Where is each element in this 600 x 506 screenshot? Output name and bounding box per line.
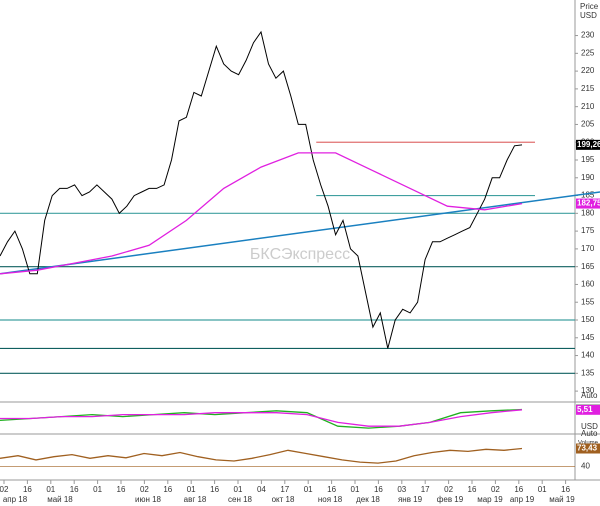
- x-tick-label: 01: [46, 485, 55, 494]
- x-tick-label: 16: [163, 485, 172, 494]
- x-tick-label: 02: [0, 485, 9, 494]
- y-tick-label: 140: [581, 351, 595, 360]
- y-tick-label: 190: [581, 173, 595, 182]
- x-tick-label: 16: [210, 485, 219, 494]
- y-tick-label: 220: [581, 66, 595, 75]
- y-tick-label: 175: [581, 226, 595, 235]
- month-label: апр 18: [3, 495, 28, 504]
- x-tick-label: 02: [444, 485, 453, 494]
- y-tick-label: 145: [581, 333, 595, 342]
- month-label: июн 18: [135, 495, 162, 504]
- x-tick-label: 02: [491, 485, 500, 494]
- month-label: май 19: [549, 495, 575, 504]
- x-tick-label: 16: [468, 485, 477, 494]
- month-label: фев 19: [437, 495, 464, 504]
- month-label: ноя 18: [318, 495, 343, 504]
- value-label-box: [576, 404, 600, 415]
- y-tick-label: 40: [581, 461, 590, 470]
- y-tick-label: 210: [581, 102, 595, 111]
- x-tick-label: 16: [23, 485, 32, 494]
- value-label: 199,26: [577, 140, 600, 149]
- month-label: апр 19: [510, 495, 535, 504]
- y-tick-label: 150: [581, 315, 595, 324]
- y-tick-label: 170: [581, 244, 595, 253]
- price-line: [0, 30, 523, 349]
- y-tick-label: 185: [581, 191, 595, 200]
- x-tick-label: 01: [234, 485, 243, 494]
- y-tick-label: 180: [581, 208, 595, 217]
- y-tick-label: 215: [581, 84, 595, 93]
- x-tick-label: 17: [421, 485, 430, 494]
- scale-mode: Auto: [581, 429, 598, 438]
- watermark: БКСЭкспресс: [250, 246, 350, 263]
- x-tick-label: 04: [257, 485, 266, 494]
- month-label: авг 18: [184, 495, 207, 504]
- axis-label: USD: [581, 422, 598, 431]
- value-label: 5,51: [577, 405, 593, 414]
- y-tick-label: 160: [581, 280, 595, 289]
- x-tick-label: 16: [117, 485, 126, 494]
- y-tick-label: 135: [581, 368, 595, 377]
- y-tick-label: 230: [581, 31, 595, 40]
- x-tick-label: 01: [93, 485, 102, 494]
- x-tick-label: 01: [187, 485, 196, 494]
- y-tick-label: 225: [581, 48, 595, 57]
- value-label-box: [576, 139, 600, 150]
- y-tick-label: 165: [581, 262, 595, 271]
- indicator-line: [0, 409, 523, 427]
- axis-label: USD: [580, 11, 597, 20]
- month-label: сен 18: [228, 495, 253, 504]
- month-label: мар 19: [477, 495, 503, 504]
- y-tick-label: 195: [581, 155, 595, 164]
- x-tick-label: 16: [70, 485, 79, 494]
- scale-mode: Auto: [581, 391, 598, 400]
- x-tick-label: 01: [304, 485, 313, 494]
- value-label-box: [576, 443, 600, 454]
- x-tick-label: 16: [374, 485, 383, 494]
- x-tick-label: 16: [327, 485, 336, 494]
- x-tick-label: 03: [397, 485, 406, 494]
- ma-line: [0, 152, 523, 275]
- x-tick-label: 01: [351, 485, 360, 494]
- x-tick-label: 01: [538, 485, 547, 494]
- x-tick-label: 02: [140, 485, 149, 494]
- month-label: окт 18: [272, 495, 295, 504]
- month-label: янв 19: [398, 495, 423, 504]
- x-tick-label: 16: [514, 485, 523, 494]
- month-label: май 18: [47, 495, 73, 504]
- indicator-line: [0, 447, 523, 464]
- x-tick-label: 16: [561, 485, 570, 494]
- x-tick-label: 17: [280, 485, 289, 494]
- y-tick-label: 130: [581, 386, 595, 395]
- trend-line: [0, 191, 600, 275]
- value-label-box: [576, 198, 600, 209]
- value-label: 73,43: [577, 444, 598, 453]
- y-tick-label: 155: [581, 297, 595, 306]
- y-tick-label: 205: [581, 120, 595, 129]
- value-label: 182,75: [577, 199, 600, 208]
- month-label: дек 18: [356, 495, 380, 504]
- axis-label: Price: [580, 2, 599, 11]
